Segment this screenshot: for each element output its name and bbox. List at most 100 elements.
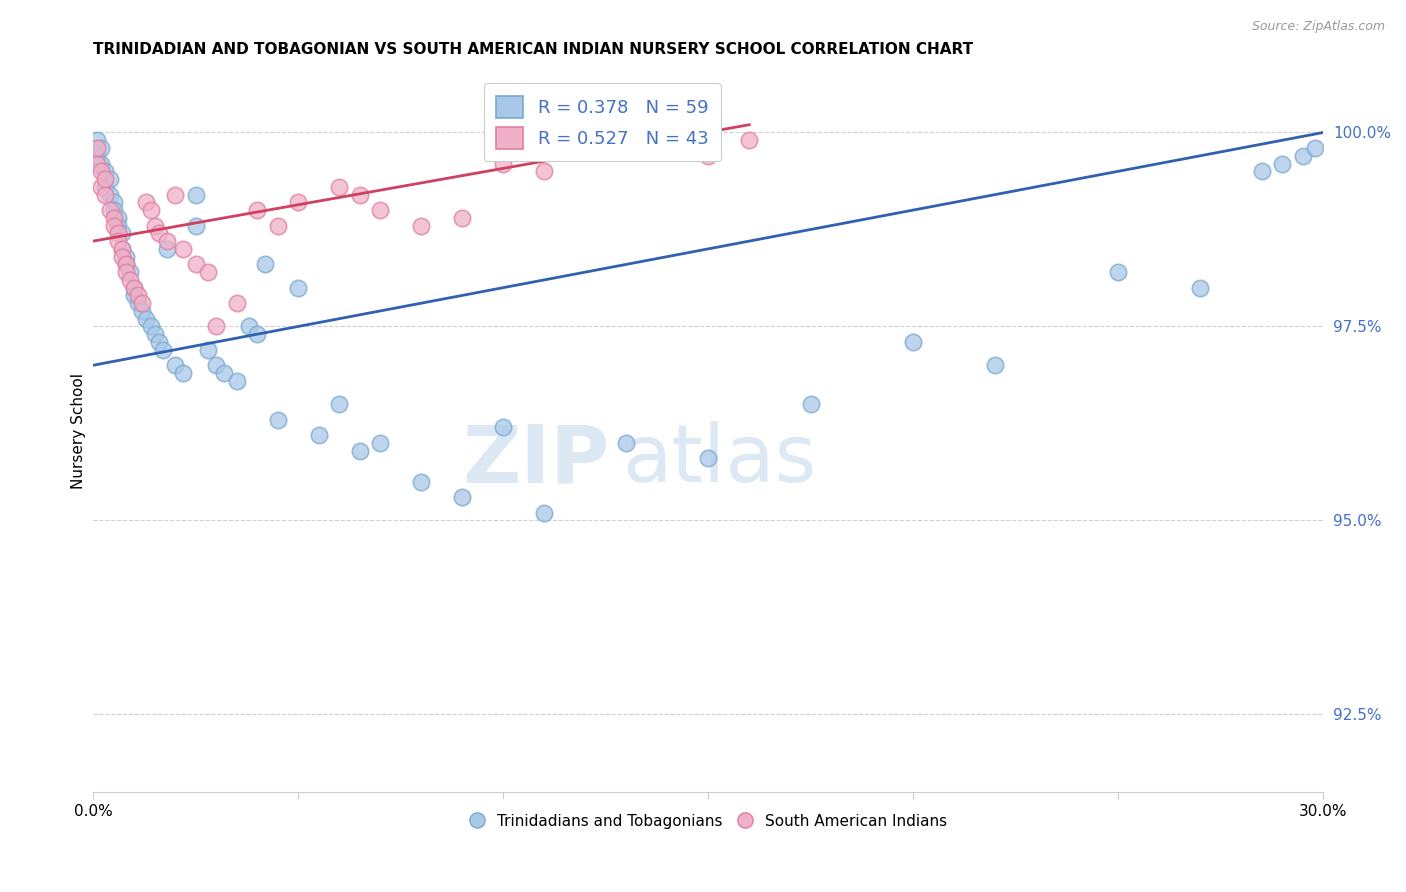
Point bbox=[1107, 265, 1129, 279]
Point bbox=[131, 296, 153, 310]
Point bbox=[111, 242, 134, 256]
Point bbox=[107, 219, 129, 233]
Point bbox=[111, 227, 134, 241]
Point bbox=[120, 265, 142, 279]
Y-axis label: Nursery School: Nursery School bbox=[72, 373, 86, 489]
Point bbox=[111, 242, 134, 256]
Point bbox=[205, 358, 228, 372]
Point bbox=[103, 203, 125, 218]
Point bbox=[107, 227, 129, 241]
Point bbox=[533, 506, 555, 520]
Point bbox=[1292, 149, 1315, 163]
Point bbox=[492, 156, 515, 170]
Point bbox=[90, 179, 112, 194]
Point bbox=[115, 257, 138, 271]
Text: ZIP: ZIP bbox=[463, 421, 610, 499]
Point bbox=[103, 195, 125, 210]
Point bbox=[697, 451, 720, 466]
Point bbox=[287, 195, 309, 210]
Point bbox=[184, 187, 207, 202]
Point bbox=[903, 334, 925, 349]
Point bbox=[115, 250, 138, 264]
Point bbox=[135, 195, 157, 210]
Point bbox=[143, 219, 166, 233]
Point bbox=[115, 257, 138, 271]
Point bbox=[94, 187, 117, 202]
Point bbox=[107, 211, 129, 225]
Text: TRINIDADIAN AND TOBAGONIAN VS SOUTH AMERICAN INDIAN NURSERY SCHOOL CORRELATION C: TRINIDADIAN AND TOBAGONIAN VS SOUTH AMER… bbox=[93, 42, 973, 57]
Point bbox=[184, 219, 207, 233]
Point bbox=[139, 203, 162, 218]
Point bbox=[214, 366, 236, 380]
Point bbox=[156, 242, 179, 256]
Point bbox=[1250, 164, 1272, 178]
Point bbox=[90, 141, 112, 155]
Legend: Trinidadians and Tobagonians, South American Indians: Trinidadians and Tobagonians, South Amer… bbox=[463, 807, 953, 835]
Point bbox=[107, 234, 129, 248]
Point bbox=[225, 374, 247, 388]
Point bbox=[122, 280, 145, 294]
Point bbox=[368, 435, 391, 450]
Text: Source: ZipAtlas.com: Source: ZipAtlas.com bbox=[1251, 20, 1385, 33]
Point bbox=[368, 203, 391, 218]
Point bbox=[225, 296, 247, 310]
Point bbox=[111, 250, 134, 264]
Point bbox=[139, 319, 162, 334]
Point bbox=[197, 265, 219, 279]
Point bbox=[90, 164, 112, 178]
Point bbox=[94, 179, 117, 194]
Point bbox=[156, 234, 179, 248]
Point bbox=[98, 187, 121, 202]
Point bbox=[492, 420, 515, 434]
Point bbox=[197, 343, 219, 357]
Point bbox=[738, 133, 761, 147]
Point bbox=[172, 242, 194, 256]
Point bbox=[287, 280, 309, 294]
Point bbox=[308, 428, 330, 442]
Point bbox=[103, 211, 125, 225]
Point bbox=[86, 156, 108, 170]
Point bbox=[1189, 280, 1212, 294]
Point bbox=[94, 164, 117, 178]
Point bbox=[238, 319, 260, 334]
Point bbox=[800, 397, 823, 411]
Point bbox=[349, 187, 371, 202]
Point bbox=[184, 257, 207, 271]
Point bbox=[451, 490, 474, 504]
Point bbox=[148, 227, 170, 241]
Point bbox=[533, 164, 555, 178]
Point bbox=[122, 280, 145, 294]
Point bbox=[451, 211, 474, 225]
Point bbox=[349, 443, 371, 458]
Point bbox=[152, 343, 174, 357]
Point bbox=[94, 172, 117, 186]
Point bbox=[254, 257, 277, 271]
Point bbox=[143, 327, 166, 342]
Point bbox=[984, 358, 1007, 372]
Point bbox=[98, 203, 121, 218]
Point bbox=[328, 179, 350, 194]
Point bbox=[1303, 141, 1326, 155]
Point bbox=[127, 288, 149, 302]
Text: atlas: atlas bbox=[621, 421, 817, 499]
Point bbox=[90, 156, 112, 170]
Point bbox=[267, 219, 290, 233]
Point bbox=[122, 288, 145, 302]
Point bbox=[172, 366, 194, 380]
Point bbox=[697, 149, 720, 163]
Point bbox=[411, 219, 433, 233]
Point bbox=[98, 172, 121, 186]
Point bbox=[127, 296, 149, 310]
Point bbox=[614, 141, 637, 155]
Point bbox=[103, 219, 125, 233]
Point bbox=[205, 319, 228, 334]
Point bbox=[165, 187, 187, 202]
Point bbox=[86, 149, 108, 163]
Point bbox=[115, 265, 138, 279]
Point bbox=[614, 435, 637, 450]
Point bbox=[246, 203, 269, 218]
Point bbox=[1271, 156, 1294, 170]
Point bbox=[148, 334, 170, 349]
Point bbox=[135, 311, 157, 326]
Point bbox=[120, 273, 142, 287]
